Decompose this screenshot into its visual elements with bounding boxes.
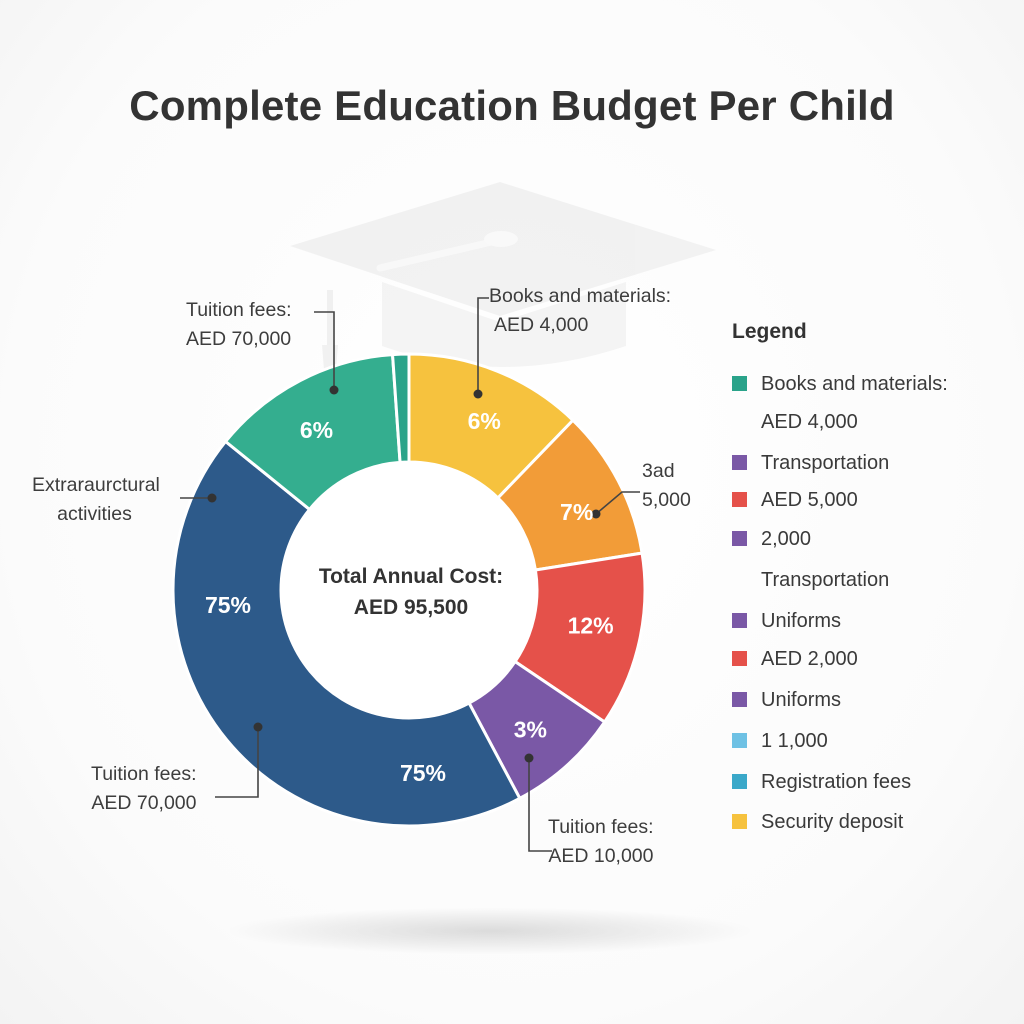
legend-label: Security deposit — [761, 811, 904, 833]
segment-value-label-3: 3% — [514, 717, 547, 743]
callout-tuition-bottom: Tuition fees: AED 70,000 — [91, 763, 197, 814]
legend-label: AED 5,000 — [761, 489, 858, 511]
segment-value-label-5: 6% — [300, 417, 333, 443]
legend-item: AED 5,000 — [732, 489, 858, 512]
segment-value-label-2: 12% — [568, 612, 614, 638]
segment-value-label-0: 6% — [468, 408, 501, 434]
legend-swatch — [732, 651, 747, 666]
callout-leader-line-1 — [477, 297, 489, 394]
callout-tuition-top: Tuition fees: AED 70,000 — [186, 299, 292, 350]
legend-swatch — [732, 455, 747, 470]
callout-leader-line-4 — [215, 727, 259, 798]
legend-item: Transportation — [732, 452, 889, 475]
legend-swatch — [732, 613, 747, 628]
callout-leader-line-3 — [595, 491, 640, 515]
legend-item: Registration fees — [732, 771, 911, 794]
legend-sublabel: AED 4,000 — [761, 411, 858, 433]
callout-3ad: 3ad 5,000 — [642, 460, 691, 511]
legend-sublabel: Transportation — [761, 569, 890, 591]
legend-swatch — [732, 492, 747, 507]
legend-item: Security deposit — [732, 811, 903, 834]
legend-title: Legend — [732, 320, 807, 343]
legend-label: Uniforms — [761, 610, 842, 632]
legend-swatch — [732, 531, 747, 546]
legend-swatch — [732, 814, 747, 829]
callout-dot-0 — [329, 385, 339, 395]
callout-dot-4 — [253, 722, 263, 732]
legend-swatch — [732, 692, 747, 707]
legend-item: Uniforms — [732, 689, 841, 712]
segment-value-label-4b: 75% — [400, 760, 446, 786]
legend-label: Registration fees — [761, 771, 912, 793]
callout-extracurricular: Extraraurctural activities — [32, 474, 160, 525]
segment-value-label-4a: 75% — [205, 592, 251, 618]
legend-label: 2,000 — [761, 528, 812, 550]
callout-dot-1 — [473, 389, 483, 399]
legend-label: AED 2,000 — [761, 648, 858, 670]
legend-label: Uniforms — [761, 689, 842, 711]
graduation-cap-icon — [290, 182, 716, 370]
callout-tuition-right: Tuition fees: AED 10,000 — [548, 816, 654, 867]
legend-swatch — [732, 376, 747, 391]
donut-hole — [281, 462, 537, 718]
legend-swatch — [732, 733, 747, 748]
center-total-label: Total Annual Cost: — [319, 565, 503, 588]
legend-item: AED 2,000 — [732, 648, 858, 671]
legend-item: 1 1,000 — [732, 730, 828, 753]
callout-leader-line-5 — [528, 758, 552, 852]
legend-item: Uniforms — [732, 610, 841, 633]
callout-dot-5 — [524, 753, 534, 763]
legend-item: 2,000 — [732, 528, 811, 551]
callout-dot-3 — [591, 509, 601, 519]
segment-value-label-1: 7% — [560, 499, 593, 525]
legend-label: Books and materials: — [761, 373, 948, 395]
legend-item: Books and materials: — [732, 373, 948, 396]
legend-label: Transportation — [761, 452, 890, 474]
callout-dot-2 — [207, 493, 217, 503]
chart-title: Complete Education Budget Per Child — [129, 82, 895, 129]
center-total-value: AED 95,500 — [354, 596, 468, 619]
legend-swatch — [732, 774, 747, 789]
callout-books-materials: Books and materials: AED 4,000 — [489, 285, 672, 336]
floor-shadow — [230, 908, 750, 954]
callout-leader-line-0 — [314, 311, 335, 390]
legend-label: 1 1,000 — [761, 730, 828, 752]
